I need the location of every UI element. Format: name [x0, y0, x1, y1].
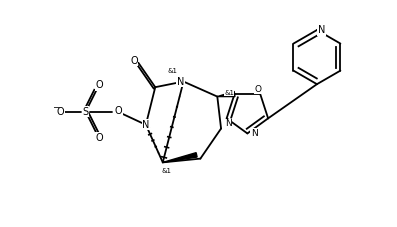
Text: S: S	[83, 107, 89, 117]
Text: N: N	[142, 120, 150, 130]
Text: O: O	[130, 56, 138, 66]
Text: &1: &1	[162, 168, 172, 174]
Polygon shape	[217, 91, 235, 96]
Text: O: O	[95, 80, 103, 90]
Polygon shape	[163, 153, 197, 162]
Text: O: O	[255, 85, 262, 94]
Text: &1: &1	[168, 68, 178, 74]
Text: N: N	[318, 25, 325, 35]
Text: N: N	[251, 129, 258, 138]
Text: O: O	[95, 133, 103, 143]
Text: N: N	[177, 76, 184, 86]
Text: O: O	[115, 106, 122, 116]
Text: O: O	[57, 107, 64, 117]
Text: −: −	[52, 103, 60, 112]
Text: N: N	[225, 119, 232, 128]
Text: &1: &1	[224, 90, 234, 96]
